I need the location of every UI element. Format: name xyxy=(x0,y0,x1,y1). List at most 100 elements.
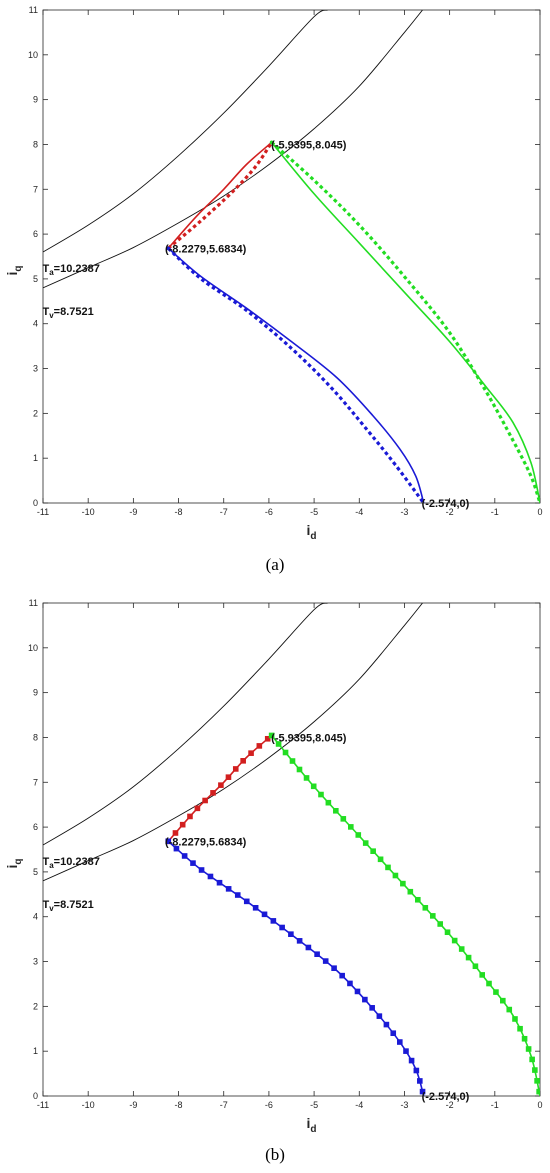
trajectory-marker xyxy=(534,1078,540,1084)
y-tick-label: 8 xyxy=(33,732,38,742)
y-tick-label: 7 xyxy=(33,184,38,194)
y-tick-label: 10 xyxy=(28,50,38,60)
y-axis-label: iq xyxy=(4,266,24,276)
y-tick-label: 3 xyxy=(33,957,38,967)
trajectory-marker xyxy=(407,888,414,895)
trajectory-marker xyxy=(225,774,232,780)
caption-b: (b) xyxy=(265,1145,285,1164)
trajectory-point xyxy=(166,246,171,251)
trajectory-marker xyxy=(376,1013,383,1019)
x-tick-label: -2 xyxy=(446,1100,454,1110)
y-tick-label: 4 xyxy=(33,912,38,922)
point-annotation: (-5.9395,8.045) xyxy=(271,732,347,744)
point-annotation: (-2.574,0) xyxy=(422,1091,470,1103)
trajectory-marker xyxy=(437,921,444,927)
point-annotation: (-8.2279,5.6834) xyxy=(165,243,247,255)
trajectory-marker xyxy=(536,1088,540,1095)
x-tick-label: -5 xyxy=(310,507,318,517)
trajectory-marker xyxy=(397,1039,403,1045)
trajectory-marker xyxy=(479,972,486,978)
trajectory-marker xyxy=(202,797,208,804)
x-tick-label: -9 xyxy=(129,1100,137,1110)
trajectory-marker xyxy=(506,1006,513,1013)
trajectory-marker xyxy=(333,807,339,814)
trajectory-marker xyxy=(385,864,391,871)
plot-area xyxy=(43,10,540,503)
trajectory-marker xyxy=(282,749,289,756)
curve-label-sub: v xyxy=(49,904,54,913)
y-tick-label: 0 xyxy=(33,498,38,508)
y-tick-label: 11 xyxy=(29,598,38,608)
trajectory-marker xyxy=(210,790,216,796)
curve-label-value: =10.2387 xyxy=(54,263,100,275)
trajectory-marker xyxy=(525,1046,532,1052)
trajectory-marker xyxy=(444,929,451,936)
trajectory-dotted-line xyxy=(270,141,540,503)
trajectory-marker xyxy=(187,813,193,820)
trajectory-marker xyxy=(198,867,205,873)
trajectory-marker xyxy=(248,750,254,756)
x-tick-label: -4 xyxy=(355,1100,363,1110)
trajectory-marker xyxy=(451,937,458,944)
curve-label-sub: a xyxy=(49,861,54,870)
trajectory-marker xyxy=(355,832,362,838)
trajectory-marker xyxy=(369,1005,375,1011)
x-tick-label: -1 xyxy=(491,1100,499,1110)
y-tick-label: 0 xyxy=(33,1091,38,1101)
trajectory-marker xyxy=(207,873,214,880)
trajectory-marker xyxy=(318,791,324,798)
x-axis-label-main: i xyxy=(307,1115,311,1131)
trajectory-marker xyxy=(392,872,399,879)
y-tick-label: 5 xyxy=(33,274,38,284)
trajectory-marker xyxy=(415,896,421,903)
x-axis-label: id xyxy=(307,1115,317,1135)
trajectory-marker xyxy=(348,824,354,830)
x-tick-label: -7 xyxy=(220,1100,228,1110)
x-tick-label: -6 xyxy=(265,507,273,517)
boundary-curve xyxy=(43,10,328,253)
curve-label-value: =8.7521 xyxy=(54,306,94,318)
trajectory-marker xyxy=(422,905,429,911)
trajectory-marker xyxy=(362,996,368,1003)
trajectory-marker xyxy=(234,892,241,898)
chart-panel-b: -11 -10 -9 -8 -7 -6 -5 -4 -3 -2 -1 0 0 1 2 3 4 5 6 7 8 9 10 11 i… xyxy=(0,593,550,1173)
trajectory-marker xyxy=(314,951,320,958)
y-tick-label: 3 xyxy=(33,364,38,374)
trajectory-marker xyxy=(493,989,499,995)
trajectory-marker xyxy=(390,1030,397,1036)
y-tick-label: 10 xyxy=(28,643,38,653)
x-tick-label: -11 xyxy=(37,507,49,517)
trajectory-marker xyxy=(512,1016,518,1022)
trajectory-marker xyxy=(181,853,188,859)
curve-label-main: T xyxy=(42,263,49,275)
trajectory-marker xyxy=(296,938,303,944)
y-axis-label: iq xyxy=(4,859,24,869)
plot-area xyxy=(43,603,540,1096)
x-tick-label: -10 xyxy=(82,507,95,517)
plot-frame xyxy=(42,602,541,1097)
boundary-curve xyxy=(43,10,423,289)
trajectory-marker xyxy=(216,879,223,886)
trajectory-marker xyxy=(232,766,239,772)
x-axis-label: id xyxy=(307,522,317,542)
trajectory-marker xyxy=(408,1057,415,1064)
boundary-curve-label: Tv=8.7521 xyxy=(42,306,93,320)
trajectory-marker xyxy=(225,886,232,892)
y-axis-label-main: i xyxy=(4,865,20,869)
y-tick-label: 5 xyxy=(33,867,38,877)
trajectory-marker xyxy=(270,918,277,924)
plot-frame xyxy=(42,9,541,504)
y-tick-label: 4 xyxy=(33,319,38,329)
chart-b-svg: -11 -10 -9 -8 -7 -6 -5 -4 -3 -2 -1 001234567891011i… xyxy=(4,598,543,1135)
trajectory-marker xyxy=(310,783,317,790)
y-axis-label-main: i xyxy=(4,272,20,276)
curve-label-value: =8.7521 xyxy=(54,899,94,911)
trajectory-marker xyxy=(383,1021,390,1028)
trajectory-dotted-line xyxy=(167,141,273,250)
trajectory-marker xyxy=(296,766,303,773)
x-axis-label-sub: d xyxy=(310,531,316,542)
trajectory-marker xyxy=(303,775,310,781)
x-tick-label: -7 xyxy=(220,507,228,517)
y-tick-label: 6 xyxy=(33,229,38,239)
trajectory-marker xyxy=(218,782,224,788)
